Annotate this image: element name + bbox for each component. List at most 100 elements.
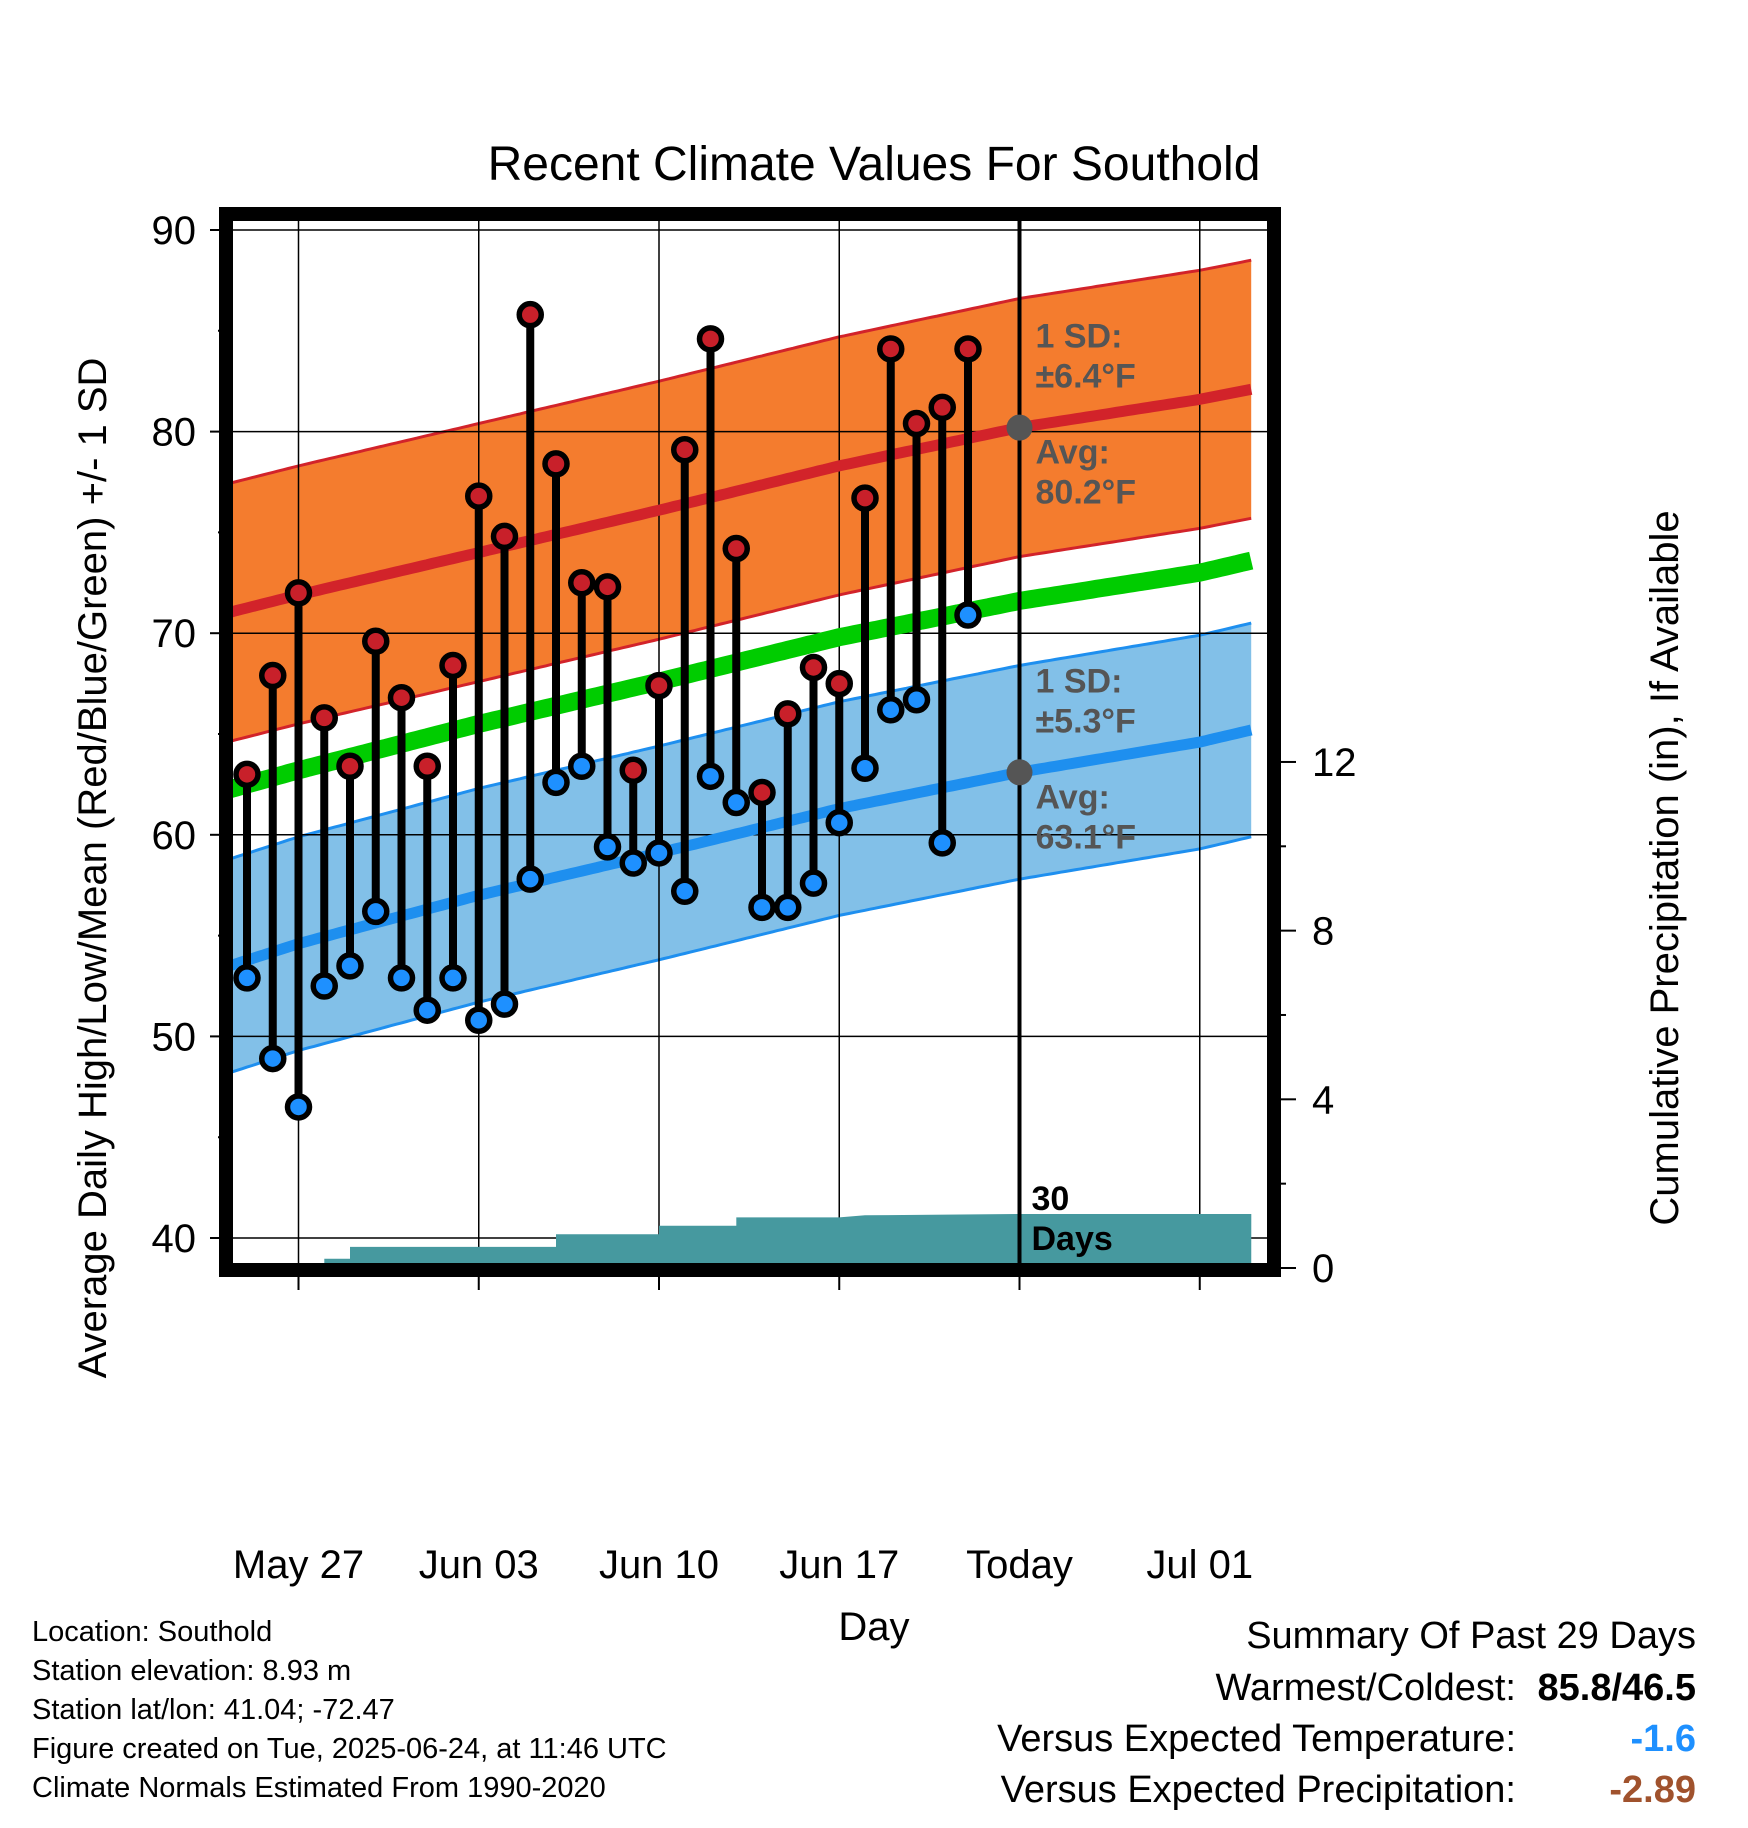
obs-low-point [825, 808, 853, 837]
obs-low-point [671, 877, 699, 905]
high-sd-value: ±6.4°F [1036, 358, 1136, 396]
low-sd-label: 1 SD: [1036, 662, 1123, 700]
high-band-lower-edge [226, 516, 1252, 744]
y-tick-label: 70 [152, 612, 197, 656]
x-axis-label: Day [838, 1605, 909, 1649]
temp-row: Versus Expected Temperature: -1.6 [997, 1718, 1696, 1769]
y2-axis-label: Cumulative Precipitation (in), If Availa… [1643, 510, 1687, 1225]
obs-high-point [465, 482, 493, 510]
y2-tick-label: 12 [1312, 741, 1357, 785]
y-tick-label: 80 [152, 411, 197, 455]
obs-high-point [336, 752, 364, 781]
y-tick-label: 60 [152, 814, 197, 858]
precip-row: Versus Expected Precipitation: -2.89 [997, 1769, 1696, 1820]
obs-low-point [336, 952, 364, 980]
obs-low-point [645, 839, 673, 867]
warm-cold-label: Warmest/Coldest: [1215, 1667, 1516, 1709]
obs-low-point [233, 964, 261, 992]
summary-panel: Summary Of Past 29 Days Warmest/Coldest:… [997, 1615, 1696, 1820]
obs-high-point [696, 325, 725, 353]
temp-value: -1.6 [1630, 1718, 1696, 1760]
obs-high-point [490, 522, 519, 551]
obs-low-point [877, 696, 905, 724]
obs-high-point [259, 661, 287, 690]
warm-cold-value: 85.8/46.5 [1537, 1667, 1696, 1709]
obs-high-point [928, 393, 956, 422]
y-tick-label: 40 [152, 1217, 197, 1261]
obs-low-point [490, 990, 519, 1018]
station-info: Location: Southold Station elevation: 8.… [32, 1613, 667, 1808]
x-tick-label: Jun 03 [419, 1543, 539, 1587]
high-normal-line [226, 383, 1253, 619]
high-avg-label: Avg: [1036, 434, 1110, 472]
obs-low-point [748, 893, 776, 922]
obs-high-point [851, 484, 879, 512]
obs-low-point [413, 996, 441, 1024]
temp-label: Versus Expected Temperature: [997, 1718, 1516, 1760]
obs-low-point [542, 768, 570, 797]
created-text: Figure created on Tue, 2025-06-24, at 11… [32, 1733, 667, 1765]
today-low-normal-marker [1006, 759, 1033, 786]
high-avg-value: 80.2°F [1036, 474, 1137, 512]
obs-high-point [671, 435, 699, 464]
high-band-upper-edge [226, 258, 1252, 486]
y-axis-label: Average Daily High/Low/Mean (Red/Blue/Gr… [71, 358, 115, 1379]
obs-low-point [619, 849, 647, 877]
obs-high-point [284, 579, 313, 607]
obs-low-point [774, 893, 802, 922]
y2-tick-label: 8 [1312, 910, 1334, 954]
obs-high-point [645, 671, 673, 700]
obs-high-point [954, 335, 982, 363]
summary-heading: Summary Of Past 29 Days [1246, 1615, 1696, 1657]
mean-normal-line [226, 551, 1254, 800]
obs-low-point [902, 685, 931, 714]
low-avg-value: 63.1°F [1036, 818, 1137, 856]
obs-high-point [439, 651, 467, 680]
obs-high-point [413, 752, 441, 781]
normals-text: Climate Normals Estimated From 1990-2020 [32, 1772, 606, 1804]
obs-high-point [593, 573, 622, 601]
obs-high-point [877, 335, 905, 363]
low-sd-value: ±5.3°F [1036, 702, 1136, 740]
obs-low-point [568, 752, 596, 781]
location-text: Location: Southold [32, 1616, 273, 1648]
obs-high-point [542, 450, 570, 478]
obs-high-point [362, 627, 390, 656]
obs-low-point [593, 833, 622, 861]
obs-high-point [799, 653, 828, 682]
obs-low-point [928, 829, 956, 857]
obs-low-point [696, 762, 725, 791]
x-tick-label: May 27 [233, 1543, 364, 1587]
obs-low-point [516, 865, 544, 893]
precip-area [226, 1214, 1252, 1268]
obs-high-point [902, 409, 931, 438]
obs-high-point [825, 669, 853, 698]
obs-high-point [516, 300, 544, 329]
y-tick-label: 90 [152, 209, 197, 253]
obs-low-point [851, 754, 879, 783]
y2-tick-label: 0 [1312, 1247, 1334, 1291]
obs-low-point [284, 1093, 313, 1121]
latlon-text: Station lat/lon: 41.04; -72.47 [32, 1694, 395, 1726]
obs-high-point [748, 778, 776, 807]
x-tick-label: Jun 17 [779, 1543, 899, 1587]
x-tick-label: Jul 01 [1146, 1543, 1253, 1587]
obs-high-point [233, 760, 261, 789]
warm-cold-row: Warmest/Coldest: 85.8/46.5 [997, 1667, 1696, 1718]
y2-tick-label: 4 [1312, 1078, 1334, 1122]
precip-days-label: Days [1032, 1220, 1113, 1258]
x-tick-label: Today [966, 1543, 1073, 1587]
obs-high-point [387, 683, 416, 712]
x-tick-label: Jun 10 [599, 1543, 719, 1587]
obs-low-point [387, 964, 416, 992]
precip-value: -2.89 [1609, 1769, 1696, 1811]
high-sd-label: 1 SD: [1036, 318, 1123, 356]
obs-low-point [465, 1006, 493, 1035]
y-tick-label: 50 [152, 1015, 197, 1059]
obs-low-point [439, 964, 467, 992]
obs-low-point [954, 601, 982, 629]
obs-high-point [619, 756, 647, 785]
obs-low-point [722, 788, 750, 817]
